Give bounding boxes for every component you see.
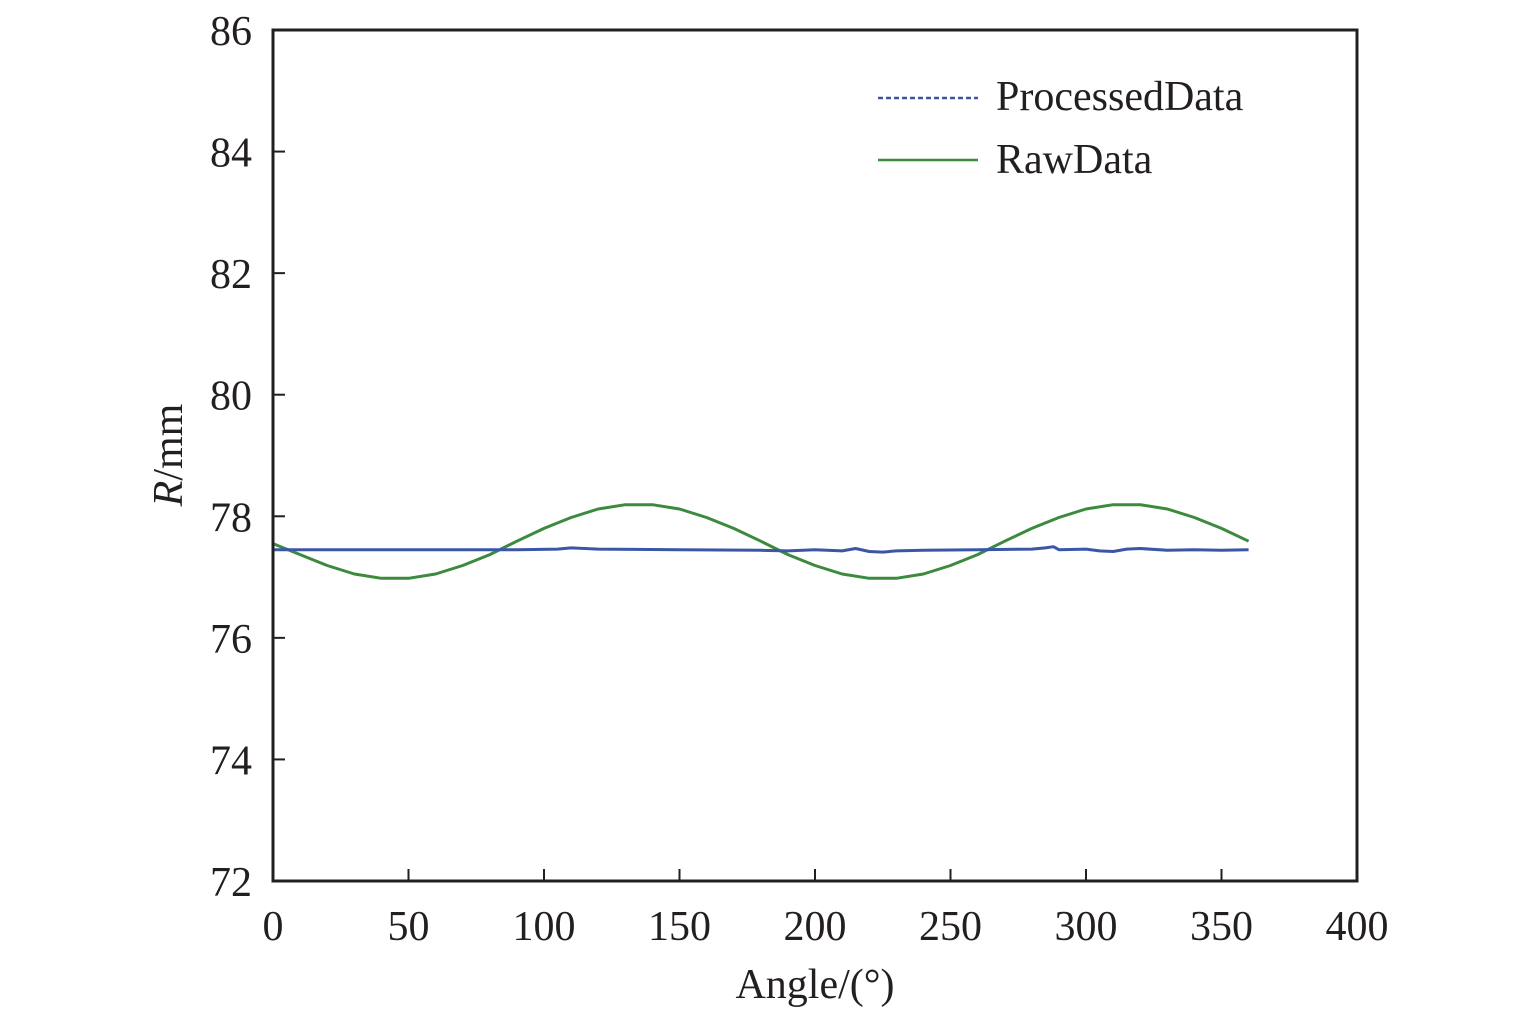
series-line-processeddata — [273, 545, 1249, 554]
y-axis-label: R/mm — [146, 403, 192, 507]
x-axis-label: Angle/(°) — [735, 962, 894, 1008]
x-tick-label: 250 — [919, 904, 982, 950]
y-tick-label: 72 — [210, 860, 252, 906]
legend-label-processed: ProcessedData — [996, 74, 1244, 120]
x-tick-label: 350 — [1190, 904, 1253, 950]
y-axis-label-unit: /mm — [146, 403, 192, 480]
plot-frame — [271, 28, 1359, 883]
x-tick-label: 200 — [784, 904, 847, 950]
x-tick-label: 50 — [388, 904, 430, 950]
y-tick-label: 80 — [210, 374, 252, 420]
legend: ProcessedData RawData — [878, 74, 1244, 183]
x-tick-label: 100 — [513, 904, 576, 950]
y-axis-label-symbol: R — [146, 481, 192, 508]
y-tick-label: 86 — [210, 9, 252, 55]
series-layer — [271, 43, 1250, 815]
series-line-rawdata — [271, 43, 1250, 815]
legend-label-raw: RawData — [996, 137, 1153, 183]
x-tick-label: 0 — [263, 904, 284, 950]
y-tick-label: 76 — [210, 617, 252, 663]
x-tick-label: 150 — [648, 904, 711, 950]
y-tick-label: 82 — [210, 252, 252, 298]
y-tick-label: 84 — [210, 131, 252, 177]
y-tick-label: 74 — [210, 738, 252, 784]
ticks: 0 50 100 150 200 250 300 350 400 72 74 76 78 80 82 84 86 — [210, 9, 1389, 950]
x-tick-label: 300 — [1055, 904, 1118, 950]
x-tick-label: 400 — [1326, 904, 1389, 950]
y-tick-label: 78 — [210, 495, 252, 541]
